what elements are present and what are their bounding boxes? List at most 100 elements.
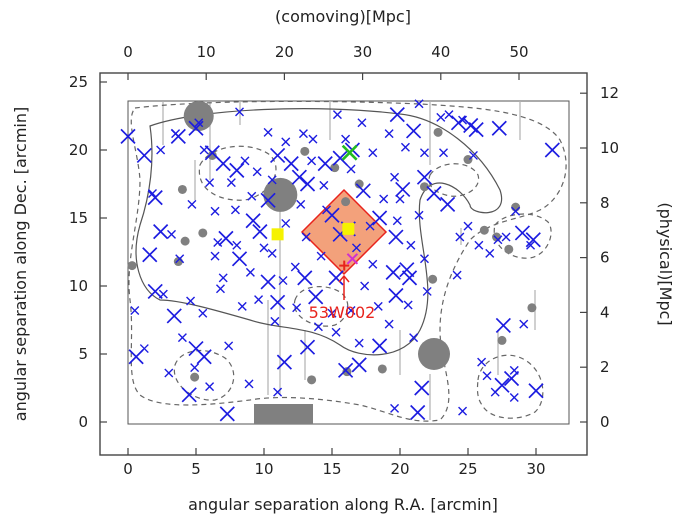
top-axis-tick-label: 30 [353,43,372,61]
large-x-marker [395,181,411,198]
contour-dashed-left-lower [173,350,235,401]
large-x-marker [299,339,316,355]
small-x-marker [215,284,225,294]
small-x-marker [187,199,197,209]
survey-field-boundary [127,100,570,425]
small-x-marker [226,178,236,188]
large-x-marker [308,289,324,305]
large-x-marker [410,404,426,421]
large-x-marker [181,387,197,403]
large-x-marker [215,155,231,172]
small-x-marker [130,305,140,315]
left-axis-tick-label: 20 [69,141,88,159]
right-axis-title: (physical)[Mpc] [656,202,673,325]
small-x-marker [403,300,413,310]
small-x-marker [331,327,341,337]
small-x-marker [501,232,511,242]
large-x-marker [245,213,261,229]
small-x-marker [493,235,503,245]
gray-disc-marker [463,155,473,165]
large-x-marker [405,123,422,139]
gray-disc-marker [190,372,200,382]
small-x-marker [414,210,424,220]
small-x-marker [278,276,288,286]
small-x-marker [406,240,416,250]
large-x-marker [495,317,511,334]
small-x-marker [351,243,361,253]
scale-bar [254,404,313,424]
small-x-marker [267,175,277,185]
small-x-marker [458,406,468,416]
gray-disc-marker [377,364,387,374]
small-x-marker [477,357,487,367]
small-x-marker [365,221,375,231]
small-x-marker [316,251,326,261]
small-x-marker [298,129,308,139]
contour-dashed-right [493,213,552,259]
large-x-marker [528,383,544,399]
small-x-marker [235,107,245,117]
large-x-marker [439,196,456,213]
small-x-marker [474,240,484,250]
large-x-marker [283,155,299,172]
small-x-marker [247,191,257,201]
large-x-marker [231,251,248,267]
small-x-marker [468,150,478,160]
gray-disc-marker [479,225,489,235]
small-x-marker [307,156,317,166]
small-x-marker [400,142,410,152]
large-x-marker [332,150,348,166]
large-x-marker [351,357,367,373]
bottom-axis-tick-label: 0 [123,460,133,478]
large-x-marker [468,121,484,138]
small-x-marker [379,194,389,204]
small-x-marker [455,232,465,242]
bottom-axis-ticks: 0 5 10 15 20 25 30 [123,448,546,478]
large-x-marker [399,262,415,278]
contour-dashed-lower-right [476,354,544,419]
large-x-marker [299,176,316,192]
yellow-square-marker [342,222,355,235]
top-axis-tick-label: 50 [509,43,528,61]
large-x-marker [276,354,293,370]
small-x-marker [175,254,185,264]
small-x-marker [509,393,519,403]
small-x-marker [422,286,432,296]
gray-disc-markers [127,101,537,385]
small-x-marker [259,243,269,253]
large-x-marker [491,120,507,136]
large-x-marker [426,185,442,202]
small-x-marker [319,180,329,190]
small-x-marker [409,333,419,343]
small-x-marker [190,363,200,373]
small-x-marker [357,118,367,128]
top-axis-tick-label: 40 [431,43,450,61]
bottom-axis-tick-label: 10 [254,460,273,478]
right-axis-tick-label: 4 [600,303,610,321]
large-x-marker [218,230,234,247]
small-x-marker [436,112,446,122]
top-axis-tick-label: 10 [197,43,216,61]
small-x-marker [458,115,468,125]
large-x-marker [337,362,354,378]
gray-disc-marker [354,179,364,189]
small-x-marker [205,178,215,188]
large-x-marker [416,169,433,185]
small-x-marker [237,301,247,311]
left-axis-ticks: 0 5 10 15 20 25 [69,73,107,431]
small-x-marker [232,240,242,250]
small-x-marker [224,341,234,351]
special-markers [271,144,359,271]
large-x-marker [389,107,405,123]
top-axis-tick-label: 20 [275,43,294,61]
small-x-marker [281,137,291,147]
right-axis-tick-label: 10 [600,139,619,157]
small-x-marker [296,199,306,209]
small-x-marker [419,148,429,158]
small-x-marker [273,387,283,397]
small-x-marker [147,189,157,199]
large-x-marker [414,380,430,396]
top-axis-tick-label: 0 [123,43,133,61]
gray-disc-marker [419,182,429,192]
